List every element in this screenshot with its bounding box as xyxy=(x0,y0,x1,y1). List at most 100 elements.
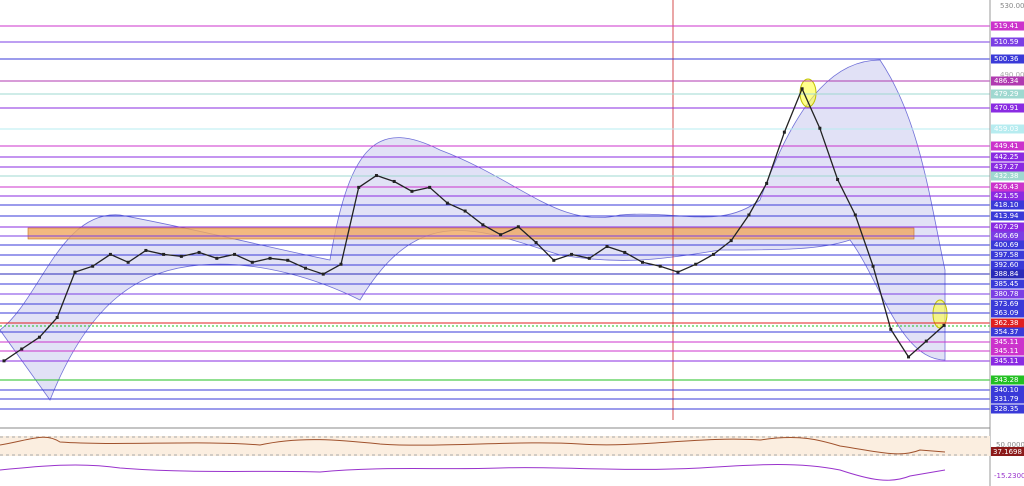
level-tag xyxy=(991,308,1024,318)
close-mark xyxy=(782,130,786,134)
level-label: 354.37 xyxy=(994,328,1019,336)
close-mark xyxy=(747,213,751,217)
level-tag xyxy=(991,404,1024,414)
oscillator-line xyxy=(0,464,946,481)
close-mark xyxy=(321,272,325,276)
close-mark xyxy=(942,323,946,327)
supply-zone xyxy=(27,227,915,240)
close-mark xyxy=(268,256,272,260)
close-mark xyxy=(463,209,467,213)
rsi-level-label: 50.0000 xyxy=(996,441,1024,449)
level-label: 340.10 xyxy=(994,386,1019,394)
close-mark xyxy=(765,181,769,185)
level-label: 380.78 xyxy=(994,290,1019,298)
close-mark xyxy=(428,185,432,189)
level-label: 385.45 xyxy=(994,280,1019,288)
level-tag xyxy=(991,141,1024,151)
close-mark xyxy=(499,233,503,237)
close-mark xyxy=(711,252,715,256)
level-label: 345.11 xyxy=(994,357,1019,365)
price-line xyxy=(3,87,945,362)
close-mark xyxy=(623,250,627,254)
axis-label: 530.00 xyxy=(1000,2,1024,10)
close-mark xyxy=(907,355,911,359)
level-label: 392.60 xyxy=(994,261,1019,269)
level-tag xyxy=(991,162,1024,172)
close-mark xyxy=(126,260,130,264)
close-mark xyxy=(144,248,148,252)
level-label: 421.55 xyxy=(994,192,1019,200)
close-mark xyxy=(445,201,449,205)
level-tag xyxy=(991,231,1024,241)
level-tag xyxy=(991,191,1024,201)
level-tag xyxy=(991,240,1024,250)
level-label: 413.94 xyxy=(994,212,1019,220)
close-mark xyxy=(339,262,343,266)
close-mark xyxy=(91,264,95,268)
level-label: 510.59 xyxy=(994,38,1019,46)
level-label: 400.69 xyxy=(994,241,1019,249)
close-mark xyxy=(357,185,361,189)
level-tag xyxy=(991,375,1024,385)
level-tag xyxy=(991,385,1024,395)
rsi-value-label: 37.1698 xyxy=(993,448,1022,456)
level-label: 500.36 xyxy=(994,55,1019,63)
level-tag xyxy=(991,89,1024,99)
close-mark xyxy=(481,223,485,227)
close-mark xyxy=(836,177,840,181)
level-tag xyxy=(991,152,1024,162)
close-mark xyxy=(197,250,201,254)
close-mark xyxy=(694,262,698,266)
level-tag xyxy=(991,21,1024,31)
axis-label: 490.00 xyxy=(1000,71,1024,79)
close-mark xyxy=(570,252,574,256)
close-mark xyxy=(729,239,733,243)
level-label: 343.28 xyxy=(994,376,1019,384)
level-label: 459.03 xyxy=(994,125,1019,133)
close-mark xyxy=(37,335,41,339)
rsi-value-tag xyxy=(991,447,1024,456)
close-mark xyxy=(818,126,822,130)
level-label: 345.11 xyxy=(994,338,1019,346)
close-mark xyxy=(392,179,396,183)
level-tag xyxy=(991,103,1024,113)
level-tag xyxy=(991,289,1024,299)
level-tag xyxy=(991,182,1024,192)
rsi-pane xyxy=(0,436,990,456)
close-mark xyxy=(250,260,254,264)
close-mark xyxy=(534,241,538,245)
close-mark xyxy=(924,339,928,343)
level-tag xyxy=(991,327,1024,337)
level-label: 519.41 xyxy=(994,22,1019,30)
close-mark xyxy=(215,256,219,260)
level-tag xyxy=(991,76,1024,86)
level-label: 449.41 xyxy=(994,142,1019,150)
level-label: 486.34 xyxy=(994,77,1019,85)
level-tag xyxy=(991,211,1024,221)
level-label: 470.91 xyxy=(994,104,1019,112)
level-tag xyxy=(991,356,1024,366)
level-label: 407.29 xyxy=(994,223,1019,231)
close-mark xyxy=(605,245,609,249)
close-mark xyxy=(800,87,804,91)
level-label: 362.38 xyxy=(994,319,1019,327)
close-mark xyxy=(179,254,183,258)
level-tag xyxy=(991,37,1024,47)
close-mark xyxy=(658,264,662,268)
level-label: 388.84 xyxy=(994,270,1019,278)
level-tag xyxy=(991,318,1024,328)
close-mark xyxy=(889,327,893,331)
close-mark xyxy=(552,258,556,262)
level-tag xyxy=(991,394,1024,404)
level-label: 406.69 xyxy=(994,232,1019,240)
close-mark xyxy=(20,347,24,351)
level-tag xyxy=(991,279,1024,289)
close-mark xyxy=(410,189,414,193)
close-mark xyxy=(853,213,857,217)
level-tag xyxy=(991,171,1024,181)
level-label: 328.35 xyxy=(994,405,1019,413)
close-mark xyxy=(55,315,59,319)
level-tag xyxy=(991,250,1024,260)
level-label: 345.11 xyxy=(994,347,1019,355)
